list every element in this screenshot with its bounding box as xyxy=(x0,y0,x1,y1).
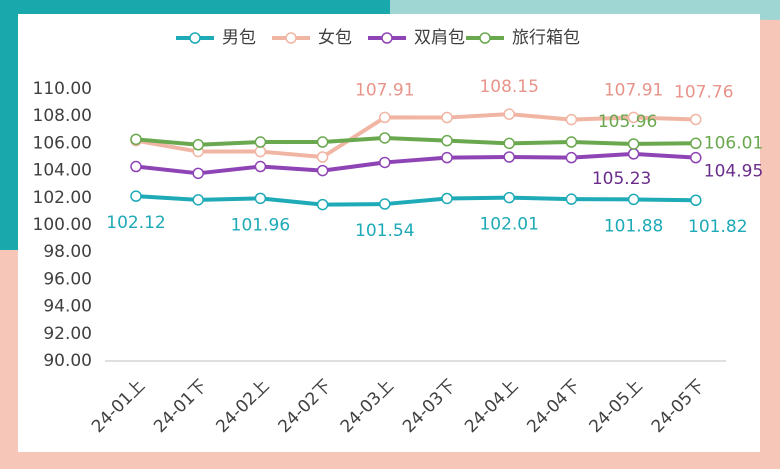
data-point xyxy=(690,113,702,126)
data-point xyxy=(627,148,640,160)
data-point xyxy=(627,111,640,124)
data-point xyxy=(316,136,329,148)
data-point xyxy=(441,151,453,164)
data-point xyxy=(690,194,702,206)
data-point xyxy=(254,136,267,148)
legend-label: 女包 xyxy=(318,28,352,48)
data-point xyxy=(379,156,391,169)
y-tick-label: 100.00 xyxy=(33,215,92,235)
data-label: 105.23 xyxy=(592,169,651,189)
data-point xyxy=(130,133,142,146)
data-label: 108.15 xyxy=(479,77,538,97)
data-point xyxy=(192,139,204,151)
data-point xyxy=(503,108,515,120)
data-point xyxy=(503,151,515,163)
data-point xyxy=(627,193,640,206)
legend-marker xyxy=(381,32,393,44)
data-point xyxy=(379,111,391,124)
y-tick-label: 90.00 xyxy=(43,351,92,371)
data-point xyxy=(254,145,267,158)
data-point xyxy=(254,160,267,173)
y-tick-label: 106.00 xyxy=(33,133,92,153)
data-point xyxy=(565,151,578,164)
data-point xyxy=(565,193,578,205)
series-line xyxy=(135,135,696,147)
y-tick-label: 94.00 xyxy=(43,297,92,317)
data-point xyxy=(379,132,391,144)
y-tick-label: 98.00 xyxy=(43,242,92,262)
data-point xyxy=(192,194,204,206)
data-label: 101.88 xyxy=(604,216,663,236)
series-line xyxy=(135,112,696,159)
data-point xyxy=(130,160,142,173)
data-label: 101.96 xyxy=(231,215,290,235)
legend-label: 旅行箱包 xyxy=(512,28,580,48)
series-line xyxy=(135,194,696,207)
y-tick-label: 110.00 xyxy=(33,79,92,99)
data-point xyxy=(565,136,578,148)
data-point xyxy=(565,113,578,126)
data-point xyxy=(690,137,702,150)
data-point xyxy=(627,138,640,150)
data-point xyxy=(379,198,391,210)
data-point xyxy=(441,111,453,124)
data-label: 101.82 xyxy=(688,217,747,237)
data-point xyxy=(254,192,267,205)
data-label: 104.95 xyxy=(704,162,763,182)
data-point xyxy=(690,151,702,164)
data-point xyxy=(316,198,329,211)
legend-marker xyxy=(189,32,201,44)
data-point xyxy=(441,134,453,147)
data-label: 107.76 xyxy=(674,82,733,102)
y-tick-label: 92.00 xyxy=(43,324,92,344)
data-label: 107.91 xyxy=(355,80,414,100)
y-tick-label: 96.00 xyxy=(43,269,92,289)
data-point xyxy=(503,191,515,204)
panel xyxy=(18,14,760,452)
legend-marker xyxy=(285,32,297,44)
y-tick-label: 108.00 xyxy=(33,106,92,126)
data-label: 101.54 xyxy=(355,221,414,241)
data-label: 106.01 xyxy=(704,133,763,153)
data-point xyxy=(192,167,204,180)
data-label: 102.12 xyxy=(106,213,165,233)
data-label: 105.96 xyxy=(598,112,657,132)
data-point xyxy=(441,192,453,205)
data-label: 102.01 xyxy=(479,215,538,235)
data-point xyxy=(503,137,515,150)
y-tick-label: 104.00 xyxy=(33,161,92,181)
legend-label: 双肩包 xyxy=(414,28,465,48)
data-point xyxy=(130,190,142,202)
legend-marker xyxy=(479,32,491,44)
data-point xyxy=(316,164,329,177)
series-line xyxy=(135,151,696,176)
data-point xyxy=(316,151,329,163)
y-tick-label: 102.00 xyxy=(33,188,92,208)
data-label: 107.91 xyxy=(604,80,663,100)
legend-label: 男包 xyxy=(222,28,256,48)
